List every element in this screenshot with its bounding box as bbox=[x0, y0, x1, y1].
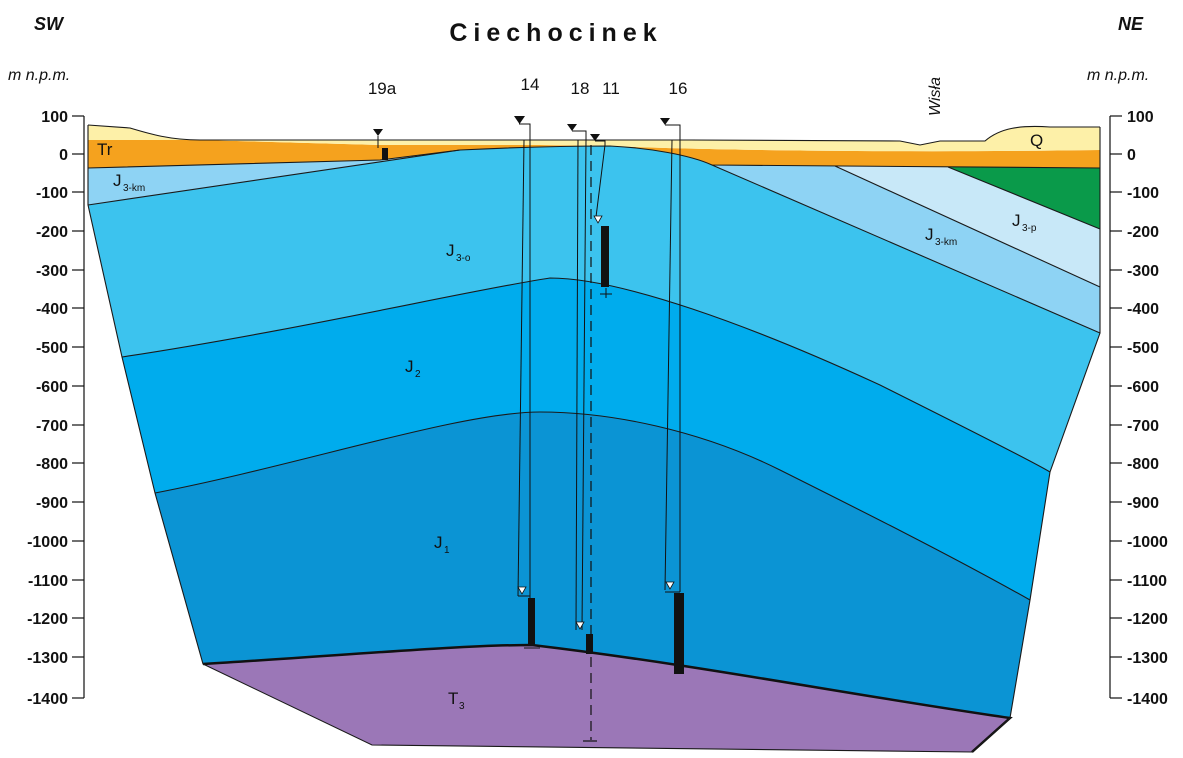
screen-interval bbox=[586, 634, 593, 654]
right-tick-label: 0 bbox=[1127, 147, 1136, 164]
unit-label-main: J bbox=[446, 241, 455, 260]
left-tick-label: 100 bbox=[41, 109, 68, 126]
well-bottom-marker-icon bbox=[593, 215, 603, 224]
right-tick-label: -100 bbox=[1127, 185, 1159, 202]
unit-label-tr: Tr bbox=[97, 140, 113, 159]
well-bottom-marker-icon bbox=[517, 586, 527, 595]
right-tick-label: -1400 bbox=[1127, 691, 1168, 708]
unit-label-j3km-right: J 3-km bbox=[925, 225, 957, 248]
right-tick-label: -1300 bbox=[1127, 650, 1168, 667]
left-tick-label: -400 bbox=[36, 301, 68, 318]
unit-label-sub: 3-km bbox=[935, 237, 957, 248]
water-level-marker-icon bbox=[660, 118, 670, 125]
unit-label-t3: T 3 bbox=[448, 689, 465, 712]
layer-j1 bbox=[155, 412, 1030, 718]
water-level-marker-icon bbox=[514, 116, 525, 124]
left-tick-label: -200 bbox=[36, 224, 68, 241]
well-16 bbox=[660, 118, 684, 674]
right-tick-label: -800 bbox=[1127, 456, 1159, 473]
right-tick-label: 100 bbox=[1127, 109, 1154, 126]
right-depth-axis: 100 0 -100 -200 -300 -400 -500 -600 -700… bbox=[1109, 109, 1168, 708]
left-tick-label: -900 bbox=[36, 495, 68, 512]
unit-label-j3o: J 3-o bbox=[446, 241, 471, 264]
well-bottom-marker-icon bbox=[575, 621, 585, 630]
unit-label-main: J bbox=[1012, 211, 1021, 230]
section-title: Ciechocinek bbox=[449, 19, 662, 47]
left-tick-label: -1100 bbox=[28, 573, 68, 590]
well-14 bbox=[514, 116, 540, 649]
left-unit-label: m n.p.m. bbox=[8, 67, 70, 84]
left-tick-label: -1000 bbox=[27, 534, 68, 551]
unit-label-sub: 1 bbox=[444, 545, 450, 556]
unit-label-j2: J 2 bbox=[405, 357, 421, 380]
layers bbox=[88, 125, 1100, 752]
boundaries bbox=[87, 124, 1101, 753]
right-tick-label: -1000 bbox=[1127, 534, 1168, 551]
right-tick-label: -1200 bbox=[1127, 611, 1168, 628]
unit-label-q: Q bbox=[1030, 131, 1043, 150]
unit-label-j3km-left: J 3-km bbox=[113, 171, 145, 194]
right-tick-label: -900 bbox=[1127, 495, 1159, 512]
unit-label-j3p: J 3-p bbox=[1012, 211, 1037, 234]
right-tick-label: -500 bbox=[1127, 340, 1159, 357]
unit-label-sub: 3-p bbox=[1022, 223, 1037, 234]
left-depth-axis: 100 0 -100 -200 -300 -400 -500 -600 -700… bbox=[27, 109, 85, 708]
water-level-marker-icon bbox=[590, 134, 600, 141]
unit-label-sub: 3-o bbox=[456, 253, 471, 264]
wells bbox=[373, 116, 684, 742]
screen-interval bbox=[528, 598, 535, 646]
right-unit-label: m n.p.m. bbox=[1087, 67, 1149, 84]
well-19a bbox=[373, 129, 388, 160]
right-tick-label: -700 bbox=[1127, 418, 1159, 435]
water-level-marker-icon bbox=[373, 129, 383, 136]
screen-interval bbox=[601, 226, 609, 287]
left-tick-label: -600 bbox=[36, 379, 68, 396]
unit-label-main: J bbox=[113, 171, 122, 190]
unit-label-sub: 3 bbox=[459, 701, 465, 712]
layer-t3 bbox=[203, 645, 1010, 752]
unit-label-sub: 2 bbox=[415, 369, 421, 380]
unit-label-sub: 3-km bbox=[123, 183, 145, 194]
left-tick-label: -700 bbox=[36, 418, 68, 435]
well-bottom-marker-icon bbox=[665, 581, 675, 590]
right-tick-label: -600 bbox=[1127, 379, 1159, 396]
unit-label-j1: J 1 bbox=[434, 533, 450, 556]
direction-ne: NE bbox=[1118, 14, 1144, 34]
left-tick-label: -1400 bbox=[27, 691, 68, 708]
well-label: 11 bbox=[602, 79, 620, 98]
well-11 bbox=[583, 134, 612, 742]
left-tick-label: 0 bbox=[59, 147, 68, 164]
left-tick-label: -500 bbox=[36, 340, 68, 357]
well-label: 14 bbox=[521, 75, 540, 94]
right-tick-label: -300 bbox=[1127, 263, 1159, 280]
water-level-marker-icon bbox=[567, 124, 577, 131]
unit-label-main: J bbox=[434, 533, 443, 552]
well-label: 16 bbox=[669, 79, 688, 98]
right-tick-label: -200 bbox=[1127, 224, 1159, 241]
screen-interval bbox=[674, 593, 684, 674]
unit-label-main: J bbox=[405, 357, 414, 376]
layer-q bbox=[88, 125, 1100, 152]
left-tick-label: -100 bbox=[36, 185, 68, 202]
river-label: Wisła bbox=[927, 77, 944, 116]
direction-sw: SW bbox=[34, 14, 65, 34]
left-tick-label: -800 bbox=[36, 456, 68, 473]
layer-j3o bbox=[88, 146, 1100, 472]
well-18 bbox=[567, 124, 593, 654]
screen-interval bbox=[382, 148, 388, 160]
right-tick-label: -1100 bbox=[1127, 573, 1167, 590]
left-tick-label: -300 bbox=[36, 263, 68, 280]
left-tick-label: -1200 bbox=[27, 611, 68, 628]
unit-label-main: T bbox=[448, 689, 458, 708]
unit-label-main: J bbox=[925, 225, 934, 244]
well-label: 19a bbox=[368, 79, 397, 98]
right-tick-label: -400 bbox=[1127, 301, 1159, 318]
layer-j2 bbox=[122, 278, 1050, 600]
well-label: 18 bbox=[571, 79, 590, 98]
left-tick-label: -1300 bbox=[27, 650, 68, 667]
